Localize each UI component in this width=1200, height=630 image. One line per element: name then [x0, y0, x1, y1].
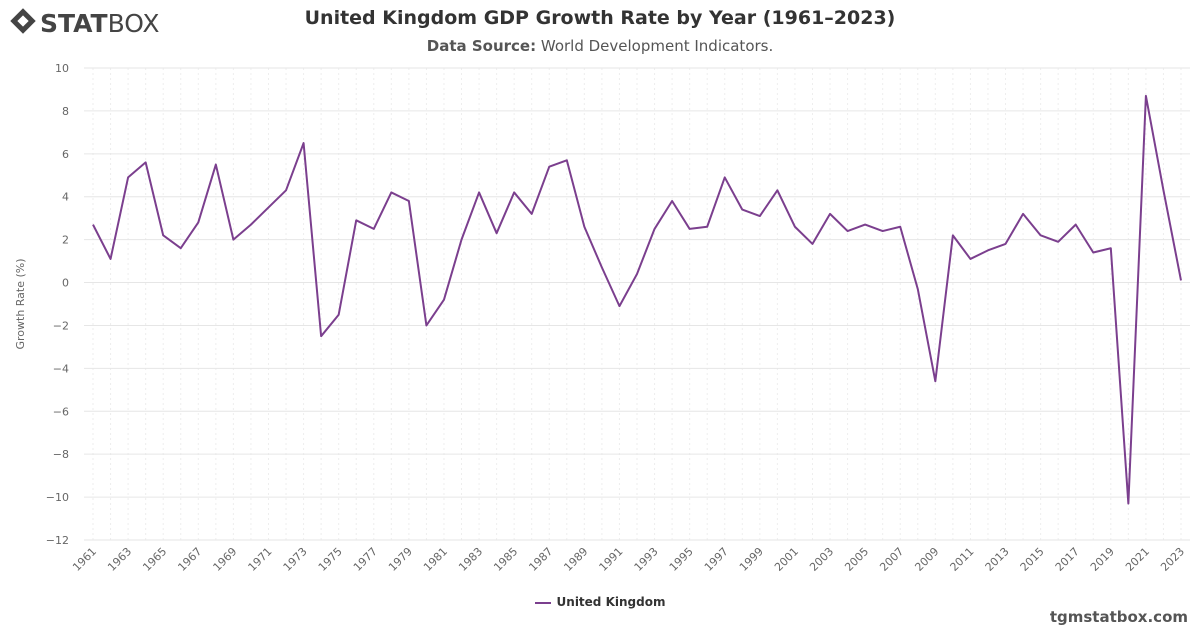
statbox-logo: STATBOX [10, 8, 160, 38]
y-tick-label: −12 [46, 534, 69, 547]
x-tick-label: 2011 [948, 545, 977, 574]
legend-swatch [534, 601, 551, 604]
y-tick-label: 10 [55, 62, 69, 75]
x-tick-label: 2003 [807, 545, 836, 574]
x-tick-label: 1989 [561, 545, 590, 574]
x-tick-label: 2005 [842, 545, 871, 574]
legend-item-united-kingdom[interactable]: United Kingdom [0, 595, 1200, 609]
y-tick-label: 0 [62, 277, 69, 290]
series-line-united-kingdom [92, 94, 1182, 505]
footer-site: tgmstatbox.com [1049, 608, 1188, 626]
x-tick-label: 1973 [281, 545, 310, 574]
x-tick-label: 2019 [1088, 545, 1117, 574]
y-tick-label: 2 [62, 234, 69, 247]
x-tick-label: 1977 [351, 545, 380, 574]
subtitle-value: World Development Indicators. [540, 37, 774, 55]
y-tick-label: −4 [53, 362, 69, 375]
x-tick-label: 1991 [597, 545, 626, 574]
x-tick-label: 1961 [70, 545, 99, 574]
x-tick-label: 2013 [983, 545, 1012, 574]
x-tick-label: 2015 [1018, 545, 1047, 574]
x-tick-label: 1997 [702, 545, 731, 574]
x-tick-label: 2017 [1053, 545, 1082, 574]
x-tick-label: 1987 [526, 545, 555, 574]
y-tick-label: −2 [53, 319, 69, 332]
y-tick-label: −10 [46, 491, 69, 504]
x-tick-label: 2023 [1158, 545, 1187, 574]
x-tick-label: 1983 [456, 545, 485, 574]
x-tick-label: 1979 [386, 545, 415, 574]
y-tick-label: 8 [62, 105, 69, 118]
x-tick-label: 1999 [737, 545, 766, 574]
x-tick-label: 1963 [105, 545, 134, 574]
chart-title: United Kingdom GDP Growth Rate by Year (… [304, 7, 896, 29]
x-tick-label: 1993 [632, 545, 661, 574]
x-tick-label: 1969 [211, 545, 240, 574]
legend-label: United Kingdom [556, 595, 666, 609]
x-tick-label: 1975 [316, 545, 345, 574]
x-tick-label: 2009 [912, 545, 941, 574]
x-tick-label: 1985 [491, 545, 520, 574]
x-tick-label: 2007 [877, 545, 906, 574]
x-tick-label: 1981 [421, 545, 450, 574]
y-tick-label: −8 [53, 448, 69, 461]
x-tick-label: 2021 [1123, 545, 1152, 574]
chart-subtitle: Data Source: World Development Indicator… [0, 37, 1200, 55]
y-tick-label: 4 [62, 191, 69, 204]
x-tick-label: 2001 [772, 545, 801, 574]
svg-text:STATBOX: STATBOX [40, 9, 160, 38]
x-tick-label: 1971 [246, 545, 275, 574]
y-axis-label: Growth Rate (%) [14, 258, 27, 349]
y-tick-label: 6 [62, 148, 69, 161]
x-tick-label: 1995 [667, 545, 696, 574]
x-tick-label: 1967 [175, 545, 204, 574]
subtitle-label: Data Source: [426, 37, 537, 55]
x-tick-label: 1965 [140, 545, 169, 574]
y-tick-label: −6 [53, 405, 69, 418]
